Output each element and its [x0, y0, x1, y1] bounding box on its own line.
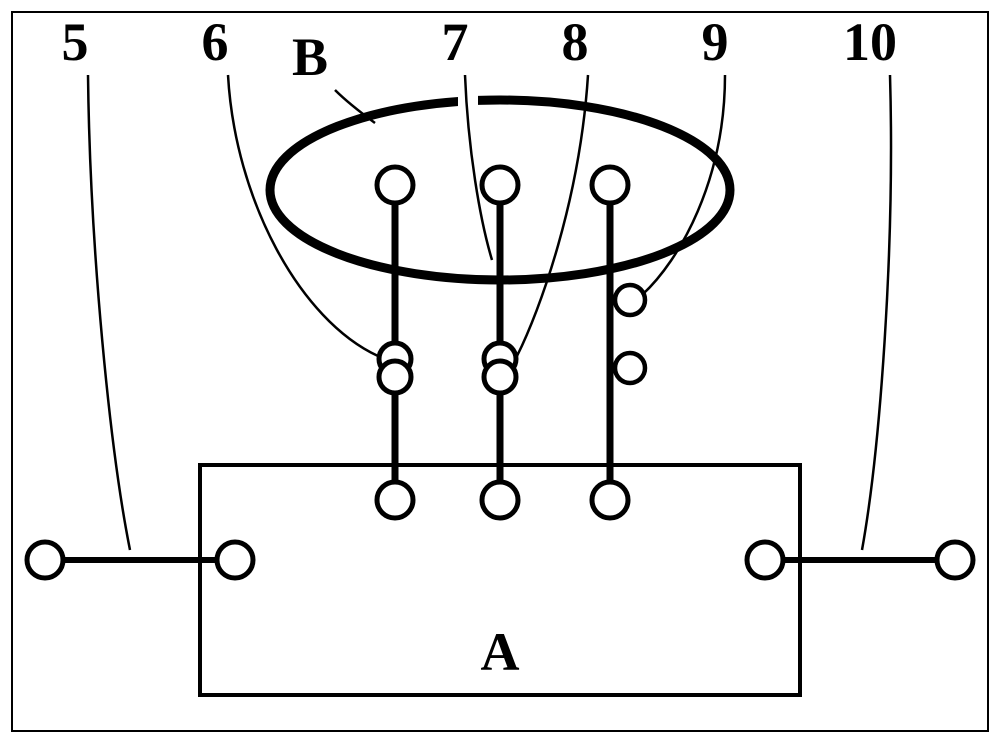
- leader-5: [88, 75, 130, 550]
- terminal-stem1-top: [377, 167, 413, 203]
- terminal-left-outer: [27, 542, 63, 578]
- label-9: 9: [702, 12, 729, 72]
- sensor-6: [379, 343, 411, 393]
- label-6: 6: [202, 12, 229, 72]
- terminal-right-outer: [937, 542, 973, 578]
- terminal-stem2-top: [482, 167, 518, 203]
- label-a: A: [481, 622, 520, 682]
- terminal-block-p3: [592, 482, 628, 518]
- leader-8: [517, 75, 588, 356]
- terminal-left-inner: [217, 542, 253, 578]
- label-10: 10: [843, 12, 897, 72]
- terminal-stem3-top: [592, 167, 628, 203]
- node-9-lower: [615, 353, 645, 383]
- diagram-canvas: 5 6 B 7 8 9 10 A: [0, 0, 1000, 743]
- leader-9: [642, 75, 725, 295]
- label-b: B: [292, 27, 328, 87]
- terminal-block-p2: [482, 482, 518, 518]
- label-7: 7: [442, 12, 469, 72]
- sensor-8: [484, 343, 516, 393]
- label-5: 5: [62, 12, 89, 72]
- node-9-upper: [615, 285, 645, 315]
- terminal-block-p1: [377, 482, 413, 518]
- leader-10: [862, 75, 891, 550]
- label-8: 8: [562, 12, 589, 72]
- terminal-right-inner: [747, 542, 783, 578]
